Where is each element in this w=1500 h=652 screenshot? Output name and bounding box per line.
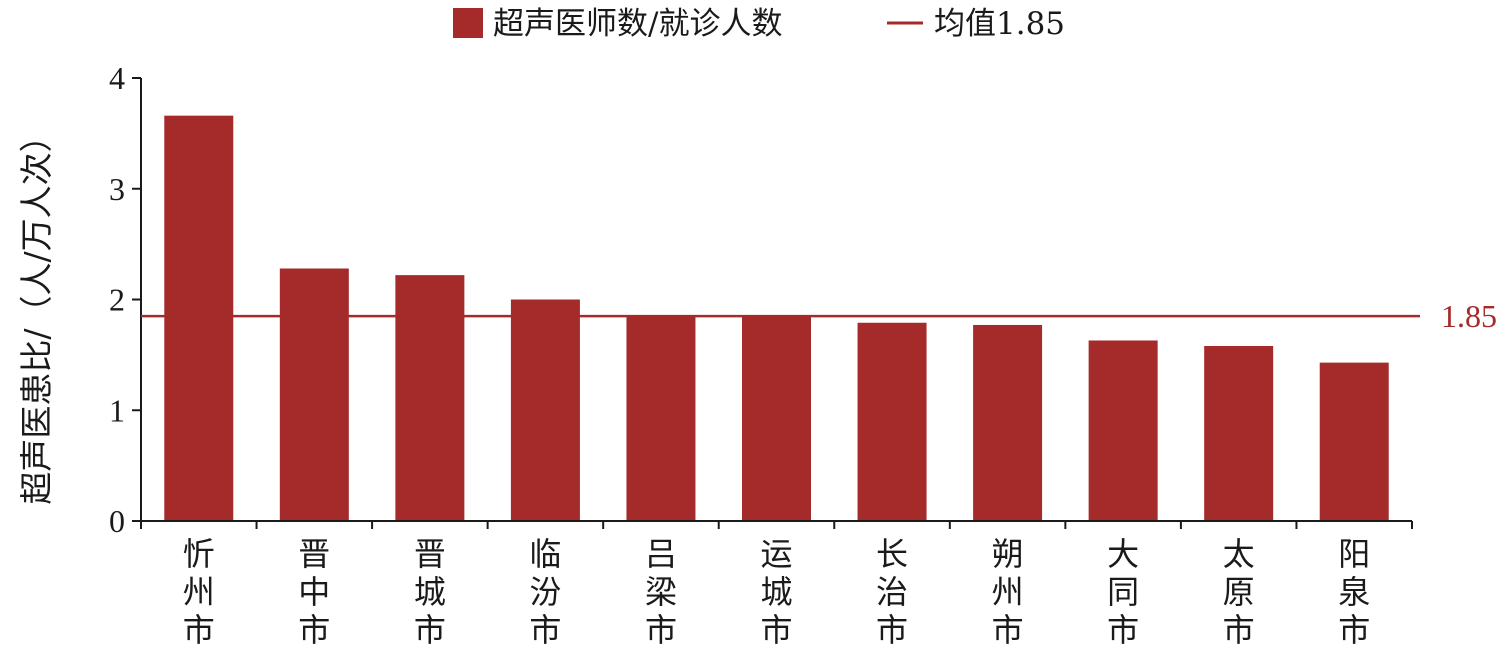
legend: 超声医师数/就诊人数 均值1.85 xyxy=(453,6,1065,42)
bar xyxy=(1088,340,1158,521)
x-tick-label: 临汾市 xyxy=(529,535,561,649)
bar xyxy=(510,299,580,521)
bar xyxy=(857,322,927,521)
x-tick-label: 吕梁市 xyxy=(645,535,677,649)
x-tick-label: 忻州市 xyxy=(183,535,215,649)
legend-swatch-bars xyxy=(453,8,483,38)
x-tick-label: 运城市 xyxy=(760,535,792,649)
x-tick-label: 朔州市 xyxy=(992,535,1024,649)
x-tick-label: 晋城市 xyxy=(414,535,446,649)
legend-label-mean: 均值1.85 xyxy=(934,6,1065,42)
x-tick-label: 阳泉市 xyxy=(1338,535,1370,649)
bar xyxy=(742,315,811,521)
y-axis-title: 超声医患比/（人/万人次） xyxy=(17,119,56,504)
legend-label-bars: 超声医师数/就诊人数 xyxy=(493,6,782,42)
x-tick-label: 长治市 xyxy=(876,535,908,649)
bar xyxy=(164,115,234,521)
bar xyxy=(395,275,465,521)
bar xyxy=(1319,362,1389,521)
bar xyxy=(1204,346,1274,521)
y-tick-label: 2 xyxy=(109,282,125,318)
plot-area: 0 1 2 3 4 忻州市 晋中市 晋城市 临汾市 吕梁市 运城市 长治市 朔州市 大同市 太原市 阳泉市 1.… xyxy=(109,60,1497,649)
y-tick-label: 4 xyxy=(109,60,125,96)
bar xyxy=(973,324,1043,521)
bar xyxy=(626,315,696,521)
bar xyxy=(279,268,349,521)
y-tick-label: 1 xyxy=(109,392,125,428)
y-tick-label: 0 xyxy=(109,503,125,539)
mean-line-label: 1.85 xyxy=(1441,298,1497,334)
y-tick-label: 3 xyxy=(109,171,125,207)
x-tick-label: 大同市 xyxy=(1107,535,1139,649)
x-tick-label: 太原市 xyxy=(1223,535,1255,649)
x-tick-label: 晋中市 xyxy=(298,535,330,649)
